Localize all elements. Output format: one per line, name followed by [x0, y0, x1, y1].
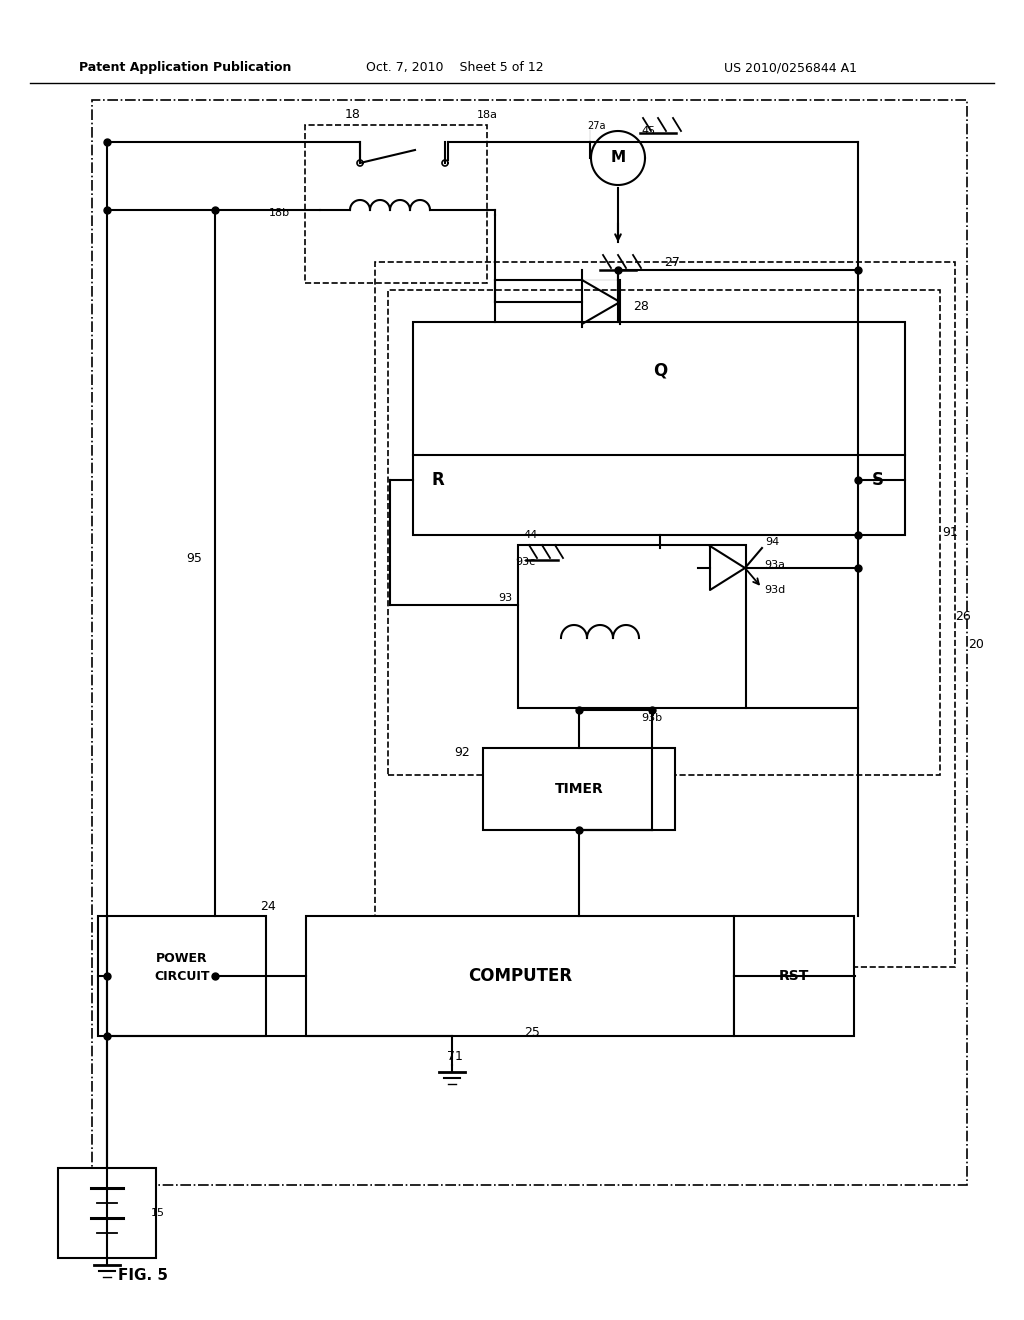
Text: 24: 24 — [260, 900, 275, 913]
Text: 93: 93 — [498, 593, 512, 603]
Bar — [58, 1168, 156, 1258]
Text: 93a: 93a — [765, 560, 785, 570]
Text: M: M — [610, 150, 626, 165]
Text: 27a: 27a — [587, 121, 605, 131]
Bar — [413, 322, 905, 535]
Bar — [518, 545, 746, 708]
Text: S: S — [872, 471, 884, 488]
Text: POWER: POWER — [157, 952, 208, 965]
Text: R: R — [432, 471, 444, 488]
Text: 71: 71 — [447, 1051, 463, 1064]
Text: Oct. 7, 2010    Sheet 5 of 12: Oct. 7, 2010 Sheet 5 of 12 — [367, 62, 544, 74]
Text: 28: 28 — [633, 301, 649, 314]
Bar — [306, 916, 734, 1036]
Bar — [375, 261, 955, 968]
Bar — [734, 916, 854, 1036]
Text: 94: 94 — [765, 537, 779, 546]
Text: 26: 26 — [955, 610, 971, 623]
Text: 25: 25 — [524, 1026, 540, 1039]
Text: 27: 27 — [664, 256, 680, 269]
Text: 18: 18 — [345, 108, 360, 121]
Text: TIMER: TIMER — [555, 781, 603, 796]
Text: 18a: 18a — [476, 110, 498, 120]
Bar — [483, 748, 675, 830]
Text: Q: Q — [653, 360, 667, 379]
Text: 20: 20 — [968, 639, 984, 652]
Text: 93b: 93b — [641, 713, 663, 723]
Text: 18b: 18b — [269, 209, 290, 218]
Text: 93c: 93c — [515, 557, 536, 568]
Text: FIG. 5: FIG. 5 — [118, 1267, 168, 1283]
Text: 92: 92 — [455, 746, 470, 759]
Text: US 2010/0256844 A1: US 2010/0256844 A1 — [724, 62, 856, 74]
Bar — [305, 125, 487, 282]
Text: 95: 95 — [186, 552, 202, 565]
Text: 45: 45 — [642, 125, 656, 136]
Bar — [98, 916, 266, 1036]
Text: 93d: 93d — [764, 585, 785, 595]
Text: 44: 44 — [524, 531, 539, 540]
Text: COMPUTER: COMPUTER — [468, 968, 572, 985]
Text: 15: 15 — [151, 1208, 165, 1218]
Bar — [388, 290, 940, 775]
Text: CIRCUIT: CIRCUIT — [155, 969, 210, 982]
Bar — [92, 100, 967, 1185]
Text: RST: RST — [779, 969, 809, 983]
Text: Patent Application Publication: Patent Application Publication — [79, 62, 291, 74]
Text: 91: 91 — [942, 527, 957, 540]
